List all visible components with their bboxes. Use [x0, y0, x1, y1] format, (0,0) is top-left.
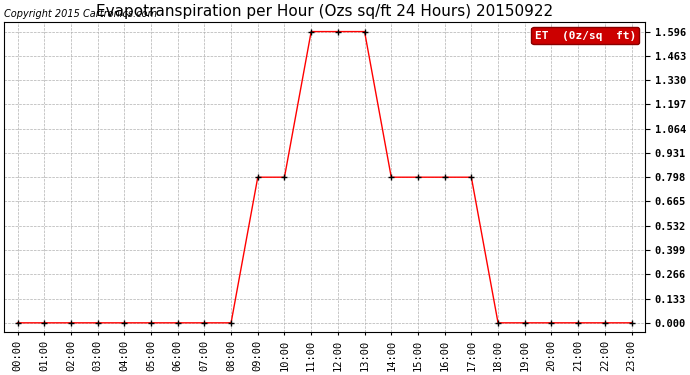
Legend: ET  (0z/sq  ft): ET (0z/sq ft) [531, 27, 640, 44]
Title: Evapotranspiration per Hour (Ozs sq/ft 24 Hours) 20150922: Evapotranspiration per Hour (Ozs sq/ft 2… [96, 4, 553, 19]
Text: Copyright 2015 Cartronics.com: Copyright 2015 Cartronics.com [4, 9, 157, 19]
